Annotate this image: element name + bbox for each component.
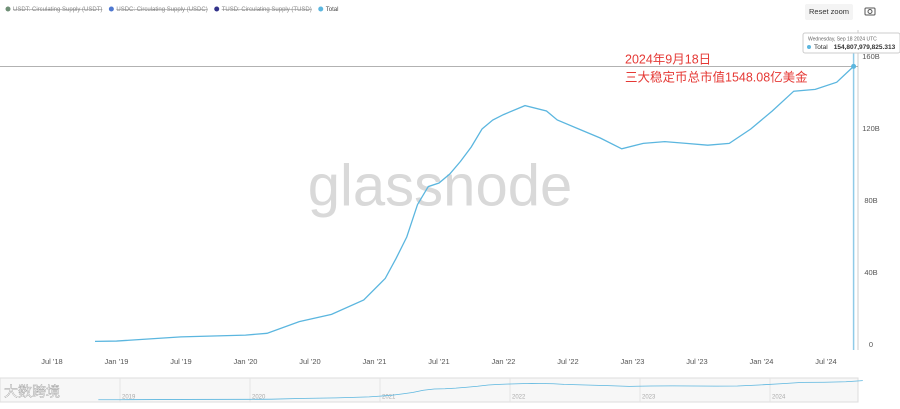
legend-label[interactable]: USDC: Circulating Supply (USDC) <box>116 7 207 13</box>
y-tick-label: 40B <box>864 268 877 277</box>
x-tick-label: Jan '19 <box>105 357 129 366</box>
reset-zoom-button[interactable] <box>805 4 853 20</box>
navigator-label: 2022 <box>512 395 526 401</box>
watermark: glassnode <box>308 153 572 218</box>
line-series <box>94 65 855 343</box>
legend-marker <box>214 6 220 12</box>
navigator-label: 2019 <box>122 395 136 401</box>
y-tick-label: 80B <box>864 196 877 205</box>
x-tick-label: Jul '22 <box>557 357 578 366</box>
x-tick-label: Jul '20 <box>299 357 320 366</box>
x-tick-label: Jul '19 <box>170 357 191 366</box>
legend-marker <box>5 6 11 12</box>
x-tick-label: Jan '21 <box>363 357 387 366</box>
x-tick-label: Jul '18 <box>41 357 62 366</box>
x-tick-label: Jul '23 <box>686 357 707 366</box>
navigator-label: 2020 <box>252 395 266 401</box>
legend-label[interactable]: Total <box>326 7 339 13</box>
hover-point <box>851 63 857 69</box>
tooltip-marker <box>807 45 811 49</box>
tooltip-value: 154,807,979,825.313 <box>834 44 896 51</box>
y-tick-label: 160B <box>862 52 880 61</box>
x-tick-label: Jan '23 <box>621 357 645 366</box>
x-tick-label: Jan '24 <box>750 357 774 366</box>
tooltip-box <box>802 32 900 54</box>
reset-zoom-label[interactable]: Reset zoom <box>809 7 849 16</box>
tooltip-series: Total <box>814 44 828 51</box>
legend-marker <box>318 6 324 12</box>
legend-label[interactable]: TUSD: Circulating Supply (TUSD) <box>222 7 312 13</box>
navigator-label: 2021 <box>382 395 396 401</box>
legend-label[interactable]: USDT: Circulating Supply (USDT) <box>13 7 102 13</box>
x-tick-label: Jul '24 <box>815 357 836 366</box>
annotation: 2024年9月18日 <box>625 52 711 66</box>
navigator-label: 2023 <box>642 395 656 401</box>
navigator-series <box>98 380 863 401</box>
x-tick-label: Jan '22 <box>492 357 516 366</box>
camera-icon[interactable] <box>864 7 876 16</box>
y-tick-label: 120B <box>862 124 880 133</box>
annotation: 三大稳定币总市值1548.08亿美金 <box>625 69 808 84</box>
navigator-label: 2024 <box>772 395 786 401</box>
tooltip-date: Wednesday, Sep 18 2024 UTC <box>808 36 877 42</box>
legend-marker <box>108 6 114 12</box>
y-tick-label: 0 <box>869 340 873 349</box>
navigator <box>0 377 859 403</box>
corner-watermark: 大数跨境 <box>4 384 60 400</box>
x-tick-label: Jan '20 <box>234 357 258 366</box>
x-tick-label: Jul '21 <box>428 357 449 366</box>
